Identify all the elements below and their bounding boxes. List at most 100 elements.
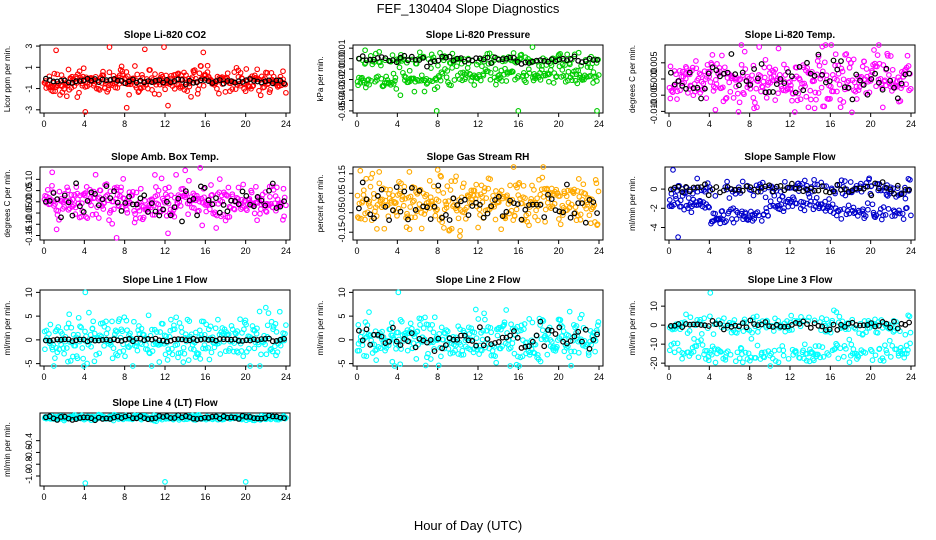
- subset-point: [58, 77, 64, 84]
- outlier-point: [91, 358, 98, 365]
- subset-point: [762, 89, 769, 96]
- subset-point: [122, 336, 129, 343]
- subset-point: [359, 179, 366, 186]
- outlier-point: [161, 44, 167, 50]
- outlier-point: [197, 356, 204, 362]
- outlier-point: [165, 230, 171, 237]
- data-point: [131, 208, 137, 214]
- data-point: [212, 325, 219, 332]
- data-point: [754, 104, 760, 111]
- data-point: [754, 209, 761, 215]
- subset-point: [815, 187, 822, 194]
- data-point: [903, 205, 910, 211]
- subset-point: [838, 58, 844, 64]
- subset-point: [129, 76, 136, 83]
- x-tick-label: 24: [906, 372, 916, 382]
- x-tick-label: 16: [825, 246, 835, 256]
- data-point: [78, 324, 84, 331]
- data-point: [124, 73, 131, 80]
- data-point: [544, 351, 551, 358]
- data-point: [883, 191, 890, 198]
- data-point: [460, 180, 467, 187]
- data-point: [767, 363, 774, 369]
- subset-point: [156, 212, 163, 219]
- subset-point: [54, 78, 61, 85]
- data-point: [750, 192, 757, 199]
- subset-point: [766, 323, 773, 330]
- data-point: [518, 322, 525, 329]
- data-point: [51, 70, 58, 77]
- chart-title: Slope Li-820 Temp.: [745, 30, 836, 41]
- subset-point: [894, 182, 901, 189]
- data-point: [785, 355, 792, 362]
- data-point: [841, 343, 848, 349]
- data-point: [510, 164, 517, 170]
- x-tick-label: 20: [866, 119, 876, 129]
- data-point: [438, 353, 444, 360]
- data-point: [86, 338, 93, 344]
- chart-title: Slope Line 2 Flow: [436, 275, 521, 286]
- data-point: [118, 188, 124, 194]
- outlier-point: [819, 43, 826, 50]
- data-point: [754, 342, 761, 349]
- data-point: [775, 90, 781, 97]
- subset-point: [443, 342, 449, 349]
- subset-point: [690, 321, 697, 328]
- data-point: [483, 195, 490, 201]
- data-point: [811, 357, 817, 364]
- data-point: [257, 363, 263, 369]
- data-point: [872, 352, 879, 359]
- subset-point: [254, 415, 261, 422]
- data-point: [81, 192, 88, 199]
- y-axis-label: ml/min per min.: [3, 422, 12, 477]
- data-point: [887, 53, 894, 59]
- data-point: [283, 89, 289, 96]
- subset-point: [50, 337, 57, 344]
- subset-point: [194, 337, 201, 344]
- data-point: [66, 311, 73, 318]
- subset-point: [69, 338, 76, 345]
- data-point: [280, 68, 286, 75]
- subset-point: [709, 318, 716, 324]
- subset-point: [758, 61, 765, 67]
- data-point: [400, 202, 407, 209]
- subset-point: [405, 216, 411, 223]
- chart-title: Slope Sample Flow: [744, 152, 835, 163]
- subset-point: [499, 213, 506, 220]
- data-point: [383, 73, 390, 80]
- data-point: [903, 350, 910, 357]
- data-point: [417, 186, 424, 193]
- subset-point: [393, 184, 400, 191]
- data-point: [406, 67, 413, 74]
- subset-point: [363, 326, 370, 333]
- data-point: [217, 351, 224, 357]
- data-point: [686, 328, 693, 334]
- data-point: [668, 87, 675, 94]
- data-point: [149, 326, 155, 333]
- data-point: [65, 358, 71, 365]
- x-tick-label: 0: [354, 119, 359, 129]
- data-point: [123, 206, 130, 213]
- data-point: [542, 206, 549, 213]
- subset-point: [179, 218, 185, 225]
- data-point: [183, 190, 190, 197]
- data-point: [879, 104, 886, 111]
- subset-point: [43, 198, 49, 205]
- subset-point: [830, 321, 837, 328]
- data-point: [548, 62, 555, 69]
- data-point: [733, 83, 739, 90]
- data-point: [516, 180, 523, 186]
- subset-point: [213, 195, 219, 202]
- subset-point: [705, 70, 712, 77]
- data-point: [787, 85, 794, 92]
- data-point: [427, 356, 434, 362]
- data-point: [803, 357, 810, 364]
- subset-point: [374, 192, 381, 199]
- data-point: [902, 195, 909, 202]
- subset-point: [65, 199, 72, 206]
- data-point: [127, 330, 133, 337]
- subset-point: [541, 343, 548, 350]
- data-point: [88, 202, 94, 209]
- data-point: [886, 337, 893, 344]
